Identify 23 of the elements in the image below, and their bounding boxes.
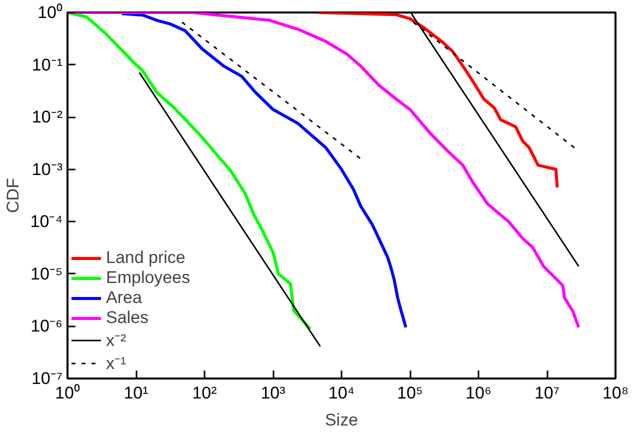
y-axis-title: CDF [3,178,22,213]
y-tick-label: 10⁰ [38,3,63,22]
y-tick-label: 10⁻³ [32,160,63,179]
legend-label: Land price [106,248,186,268]
y-tick-label: 10⁻¹ [32,55,63,74]
y-tick-label: 10⁻⁴ [30,212,63,232]
y-tick-label: 10⁻⁶ [30,316,63,336]
y-tick-label: 10⁻⁵ [30,264,63,284]
legend-label: Employees [106,268,190,288]
x-tick-label: 10³ [260,384,286,402]
legend-label: Area [106,288,142,308]
x-tick-label: 10⁴ [328,384,355,402]
legend-label: x⁻¹ [106,353,126,374]
x-tick-label: 10⁵ [397,384,423,402]
legend-label: Sales [106,308,149,328]
x-axis-title: Size [324,410,358,430]
x-tick-label: 10² [192,384,218,402]
x-tick-label: 10¹ [124,384,149,402]
x-tick-label: 10⁸ [602,384,629,402]
x-tick-label: 10⁷ [534,384,560,402]
x-tick-label: 10⁶ [466,384,492,402]
y-tick-label: 10⁻² [32,108,63,127]
legend-label: x⁻² [106,330,126,351]
